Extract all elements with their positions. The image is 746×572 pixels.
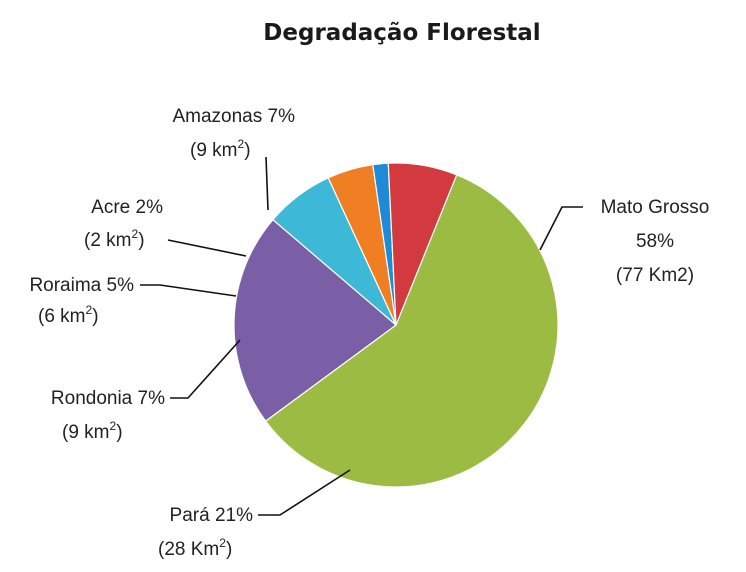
label-para-area: (28 Km2) (158, 536, 232, 560)
label-mato-grosso-percent: 58% (636, 231, 674, 252)
leader-line-amazonas (265, 156, 269, 211)
label-mato-grosso-name: Mato Grosso (601, 197, 710, 218)
label-rondonia: Rondonia 7% (51, 388, 165, 409)
leader-line-acre (167, 239, 247, 257)
pie-slices (233, 162, 559, 488)
leader-line-roraima (140, 284, 237, 297)
label-acre: Acre 2% (91, 197, 163, 218)
label-rondonia-area: (9 km2) (62, 419, 123, 443)
leader-line-rondonia (170, 339, 241, 399)
chart-title: Degradação Florestal (263, 20, 540, 46)
pie-slice-amazonas (387, 162, 458, 326)
label-amazonas: Amazonas 7% (172, 106, 295, 127)
leader-line-mato-grosso (539, 206, 583, 251)
pie-slice-mato-grosso (264, 174, 559, 488)
label-acre-area: (2 km2) (84, 227, 145, 251)
label-amazonas-area: (9 km2) (190, 137, 251, 161)
pie-slice-par- (233, 218, 397, 422)
leader-line-para (258, 469, 351, 516)
label-roraima: Roraima 5% (29, 275, 134, 296)
label-para: Pará 21% (170, 505, 254, 526)
label-roraima-area: (6 km2) (38, 303, 99, 327)
label-mato-grosso-area: (77 Km2) (616, 265, 694, 286)
